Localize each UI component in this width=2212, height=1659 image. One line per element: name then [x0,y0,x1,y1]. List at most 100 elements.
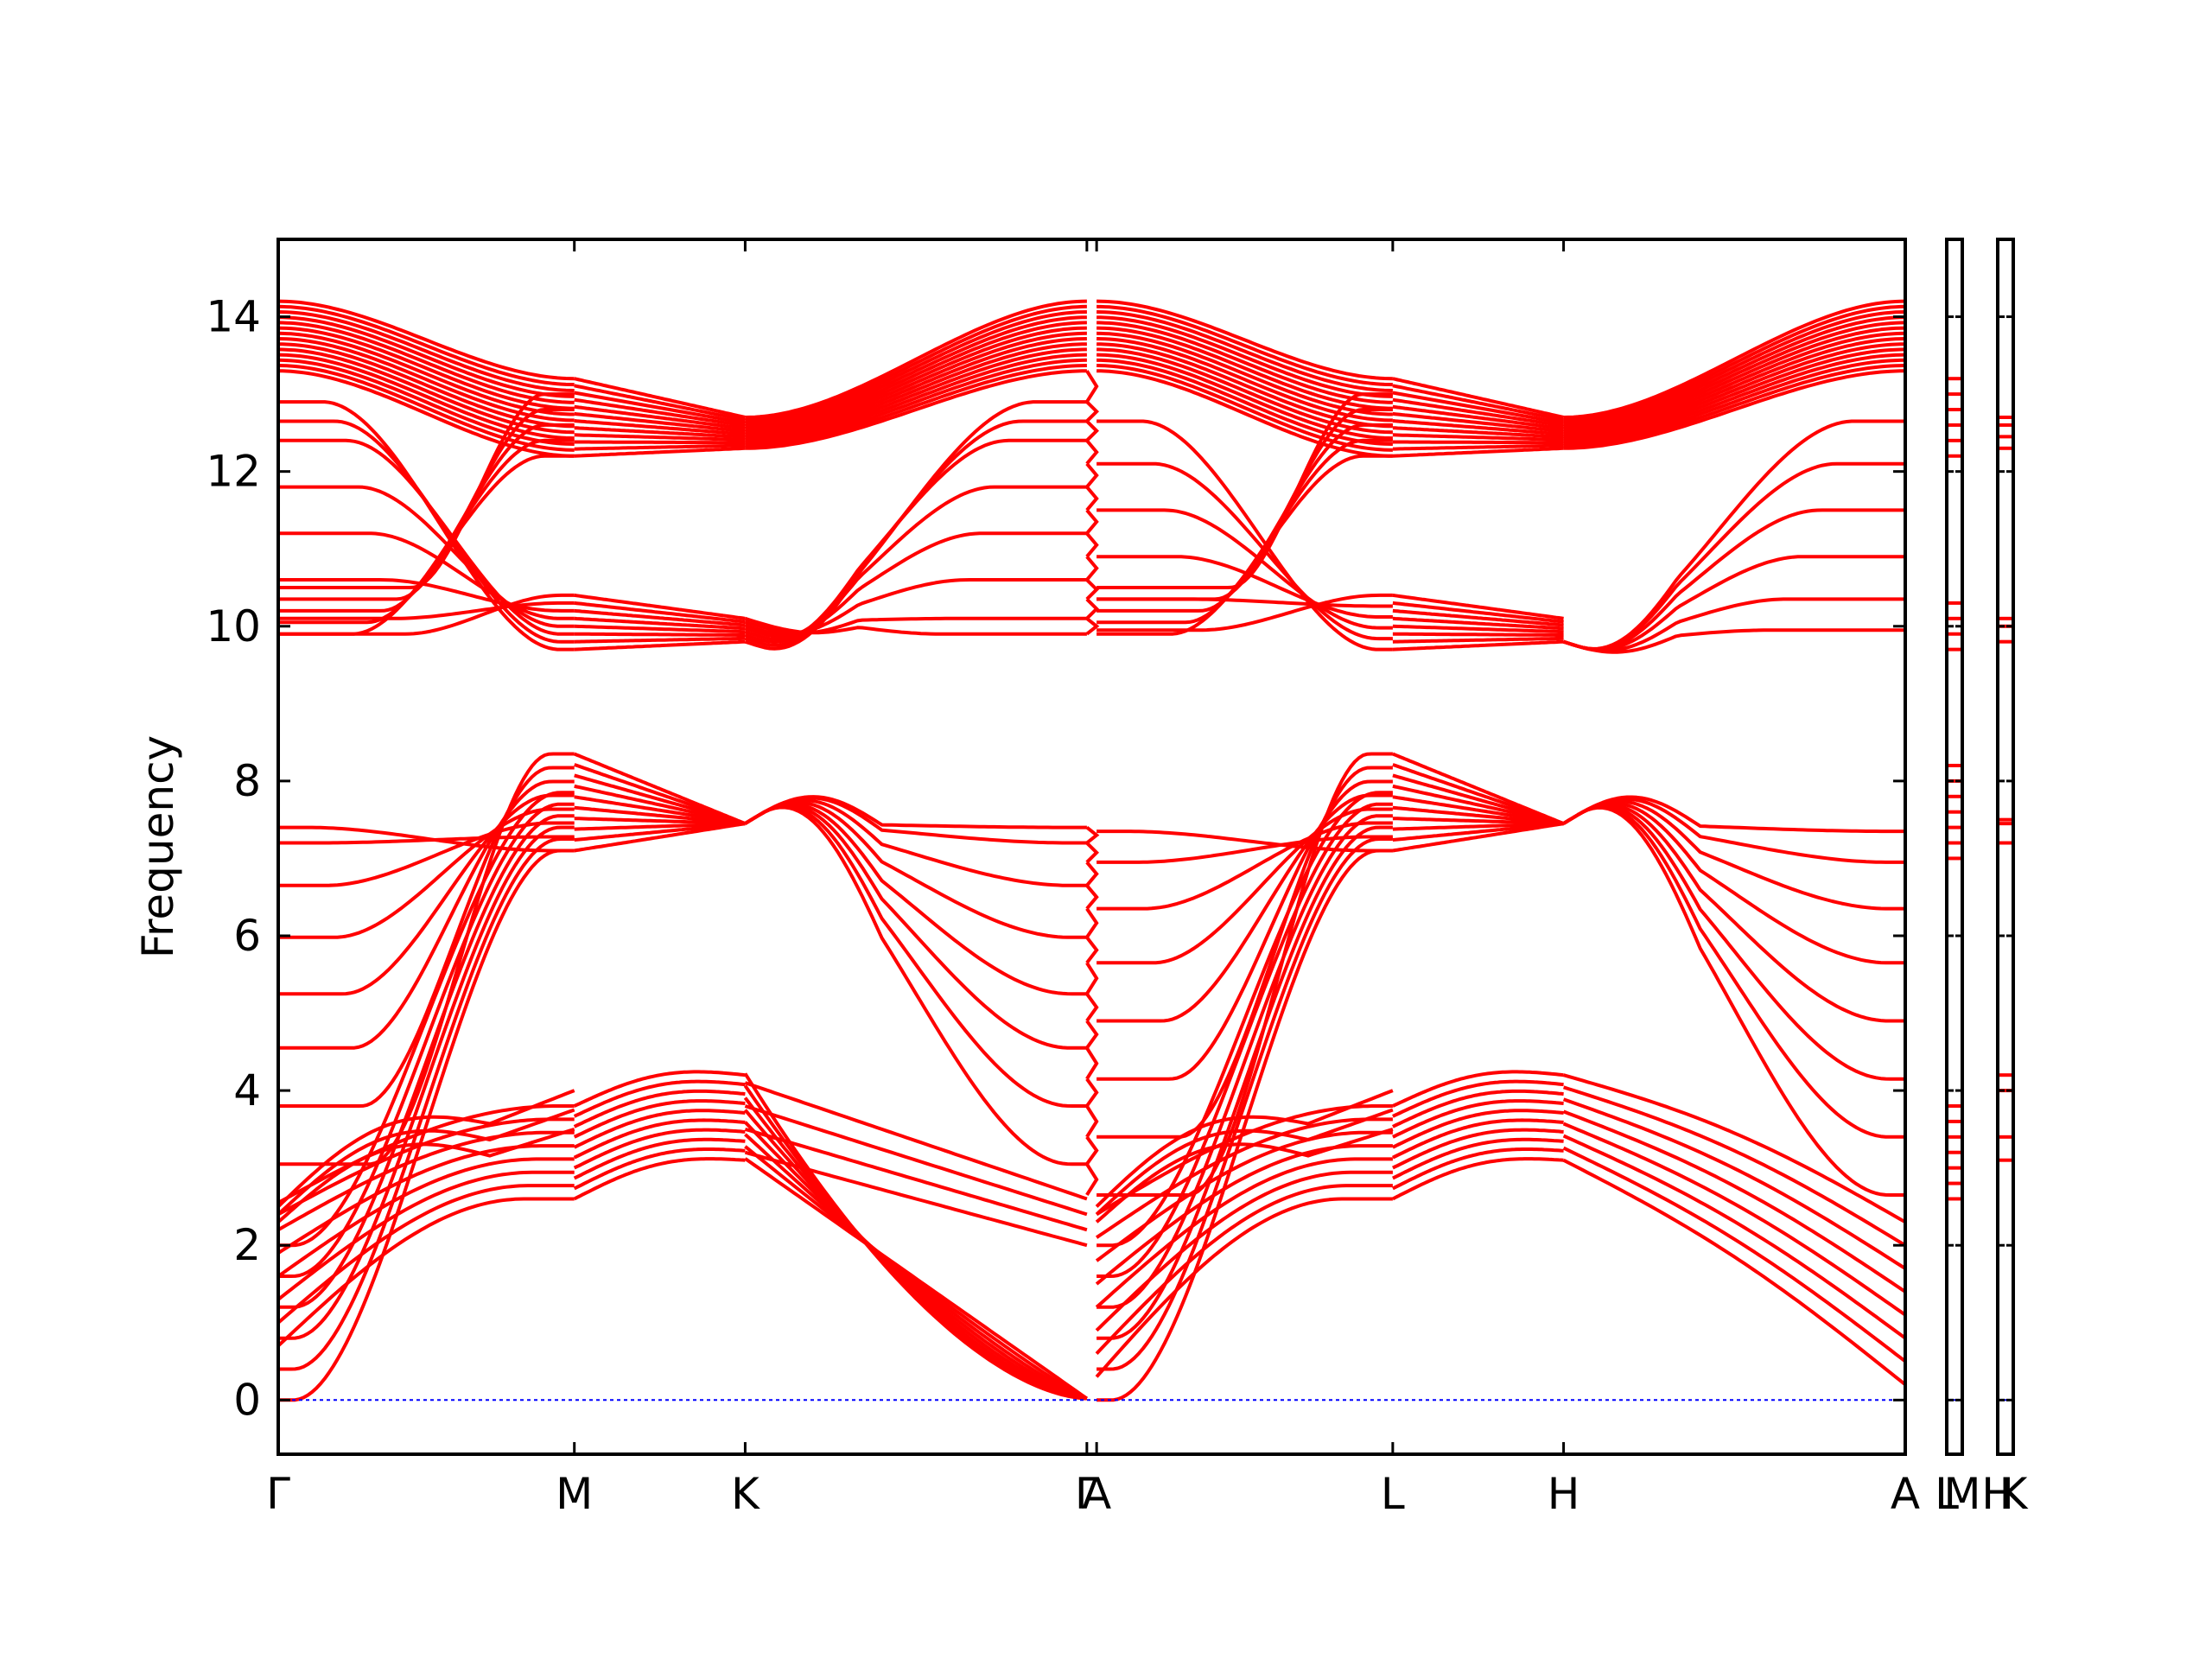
band-line-13 [277,304,575,387]
ytick-label-0: 0 [233,1375,261,1425]
xtick-label-1: M [556,1469,593,1519]
band-line-197 [1392,639,1564,652]
band-line-184 [1095,1089,1394,1208]
band-line-90 [573,1089,746,1128]
band-line-120 [744,804,1087,1050]
band-line-133 [744,1104,1088,1217]
band-line-45 [278,837,575,1371]
band-line-263 [1085,420,1099,442]
band-line-62 [574,391,746,425]
band-line-274 [1085,842,1099,864]
band-line-88 [573,1109,746,1149]
band-line-201 [1392,616,1564,631]
band-line-203 [1392,601,1564,624]
band-line-185 [1392,446,1564,458]
band-line-80 [574,773,746,826]
side-panel-2: HK [1981,238,2029,1519]
band-line-149 [1096,419,1393,652]
band-line-141 [1096,337,1393,423]
band-line-33 [278,779,575,1050]
band-line-12 [277,310,575,392]
band-line-186 [1392,443,1564,451]
band-line-93 [745,369,1087,450]
band-line-194 [1392,391,1564,425]
band-line-254 [1562,1146,1907,1363]
band-line-233 [1563,326,1906,431]
band-line-235 [1563,315,1906,427]
band-line-251 [1562,804,1905,1139]
band-line-258 [1562,1097,1907,1270]
ytick-label-7: 14 [206,292,261,342]
band-line-266 [1085,486,1099,512]
band-line-112 [744,578,1087,636]
band-line-69 [574,616,746,631]
band-line-218 [1392,1128,1564,1170]
band-line-199 [1392,632,1564,637]
band-line-234 [1563,321,1906,429]
band-line-214 [1392,752,1565,825]
band-lines [276,299,1907,1402]
band-line-19 [278,531,575,620]
band-line-137 [1096,358,1393,446]
band-line-165 [1096,779,1393,1081]
band-line-58 [574,419,746,436]
band-line-110 [744,485,1087,641]
band-line-179 [1096,814,1393,1309]
band-line-284 [1085,1104,1099,1138]
side-panel-1-xtick-label-1: M [1943,1469,1980,1519]
band-line-67 [574,632,746,637]
band-line-212 [1392,773,1565,826]
band-line-101 [745,326,1087,431]
band-line-82 [573,752,747,825]
band-line-39 [276,1157,575,1278]
xtick-label-3: Γ [1075,1469,1099,1519]
band-line-142 [1096,331,1393,416]
band-line-60 [574,404,746,430]
band-line-187 [1392,440,1564,445]
band-line-134 [744,1081,1088,1201]
band-line-222 [1392,1089,1564,1128]
band-line-91 [573,1079,746,1118]
band-line-206 [1392,822,1564,842]
side-panel-1-xtick-label-0: L [1935,1469,1959,1519]
band-line-278 [1085,936,1099,964]
ytick-label-1: 2 [233,1220,261,1270]
band-line-189 [1392,426,1564,439]
band-line-54 [574,443,746,451]
band-line-34 [278,766,575,1108]
band-line-216 [1392,1147,1564,1191]
band-line-250 [1562,804,1905,1081]
band-line-177 [1096,837,1393,1371]
band-line-48 [278,802,575,1278]
band-line-116 [744,796,1087,845]
band-line-76 [574,817,746,826]
band-line-265 [1085,462,1099,488]
band-line-147 [1096,304,1393,387]
band-line-178 [1096,825,1393,1340]
band-line-78 [574,795,746,826]
band-line-193 [1392,397,1564,428]
band-line-75 [574,822,746,831]
band-line-63 [574,384,746,423]
band-line-52 [276,1089,575,1208]
band-line-92 [573,1070,746,1108]
band-line-172 [1095,1144,1393,1286]
band-line-249 [1562,803,1905,1023]
band-line-257 [1562,1109,1907,1294]
side-panel-1: LM [1935,238,1981,1519]
band-line-73 [574,822,746,853]
band-line-102 [745,321,1087,429]
band-line-57 [574,426,746,439]
band-line-77 [574,805,746,826]
band-line-86 [573,1128,746,1170]
band-line-230 [1563,342,1906,438]
band-line-65 [574,639,746,652]
band-line-129 [743,1084,1088,1401]
band-line-180 [1096,802,1393,1278]
band-line-248 [1562,801,1905,965]
band-line-10 [277,321,575,404]
band-line-238 [1563,299,1906,419]
y-tick-labels: 0 2 4 6 8 10 12 14 [206,292,261,1426]
band-line-183 [1095,1108,1394,1216]
band-line-169 [1095,1184,1393,1355]
